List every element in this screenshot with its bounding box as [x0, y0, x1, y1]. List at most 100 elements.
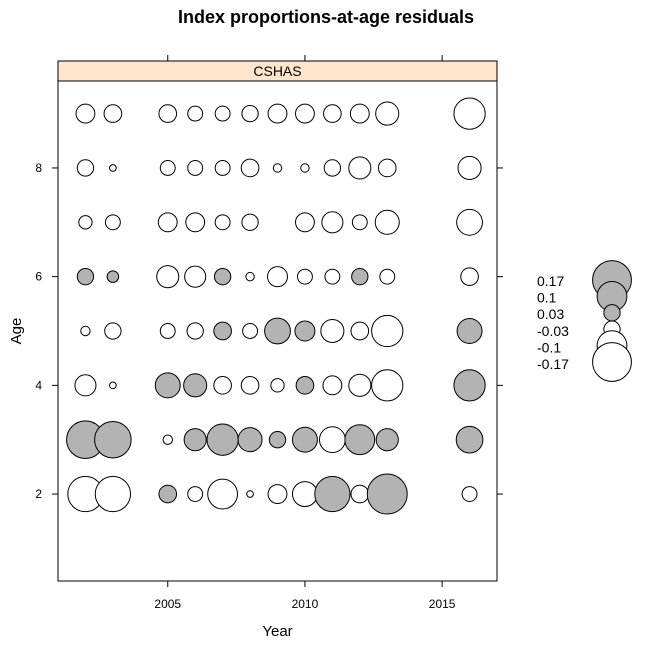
residual-bubble — [104, 322, 122, 340]
residual-bubble — [80, 325, 91, 337]
residual-bubble — [186, 322, 204, 340]
residual-bubble — [245, 271, 255, 282]
residual-bubble — [374, 209, 400, 235]
residual-bubble — [187, 160, 204, 176]
residual-bubble — [460, 267, 479, 286]
residual-bubble — [348, 156, 372, 180]
residual-bubble — [183, 373, 208, 398]
residual-bubble — [156, 265, 180, 289]
residual-bubble — [241, 213, 259, 231]
residual-bubble — [377, 158, 397, 178]
residual-bubble — [314, 475, 351, 513]
residual-bubble — [184, 265, 207, 288]
residual-bubble — [457, 155, 482, 181]
residual-bubble — [350, 321, 370, 341]
residual-bubble — [237, 427, 263, 453]
residual-bubble — [344, 424, 376, 456]
residual-bubble — [240, 376, 260, 395]
residual-bubble — [322, 375, 343, 396]
y-tick-label: 8 — [35, 161, 42, 175]
residual-bubble — [76, 159, 95, 177]
residual-bubble — [296, 268, 313, 285]
legend-bubble — [592, 342, 632, 382]
residual-bubble — [461, 486, 478, 502]
residual-bubble — [242, 323, 259, 339]
residual-bubble — [351, 214, 368, 231]
legend-label: -0.17 — [537, 356, 569, 372]
residual-bubble — [109, 164, 117, 172]
residual-bubble — [453, 97, 486, 130]
residual-bubble — [185, 212, 206, 233]
residual-bubble — [295, 103, 315, 124]
bubbles — [66, 97, 486, 515]
residual-bubble — [214, 214, 231, 231]
residual-bubble — [320, 318, 345, 344]
residual-bubble — [323, 104, 342, 123]
residual-bubble — [270, 378, 285, 393]
residual-bubble — [246, 490, 254, 498]
residual-bubble — [371, 314, 404, 348]
residual-bubble — [213, 321, 232, 341]
residual-bubble — [349, 103, 370, 124]
residual-bubble — [348, 373, 372, 397]
residual-bubble — [94, 420, 132, 459]
x-tick-label: 2005 — [154, 597, 181, 611]
residual-bubble — [375, 428, 399, 452]
residual-bubble — [318, 426, 346, 454]
legend-bubble — [603, 304, 621, 322]
residual-bubble — [264, 317, 291, 345]
legend: 0.170.10.03-0.03-0.1-0.17 — [537, 260, 632, 382]
residual-bubble — [267, 266, 288, 288]
residual-bubble — [159, 160, 176, 176]
residual-bubble — [350, 484, 370, 504]
residual-bubble — [214, 160, 231, 176]
residual-bubble — [295, 212, 315, 233]
plot-frame — [57, 80, 498, 582]
chart-title: Index proportions-at-age residuals — [178, 7, 474, 27]
x-axis-title: Year — [262, 623, 292, 640]
axes: 2005 2010 2015 2 4 6 8 — [35, 55, 503, 611]
residual-bubble — [456, 318, 483, 344]
residual-bubble — [241, 104, 259, 123]
residual-bubble — [158, 484, 178, 504]
x-tick-label: 2015 — [429, 597, 456, 611]
residual-bubble — [75, 103, 96, 124]
residual-bubble — [268, 431, 287, 449]
residual-bubble — [162, 434, 173, 445]
residual-bubble — [103, 104, 123, 123]
residual-bubble — [106, 270, 120, 283]
residual-bubble — [351, 267, 369, 286]
residual-bubble — [295, 376, 315, 395]
residual-bubble — [366, 473, 408, 515]
y-tick-label: 6 — [35, 270, 42, 284]
residual-bubble — [267, 103, 288, 124]
residual-bubble — [159, 323, 176, 339]
residual-bubble — [187, 105, 204, 122]
residual-bubble — [213, 267, 232, 286]
residual-bubble — [371, 369, 404, 402]
residual-bubble — [74, 374, 97, 397]
residual-bubble — [214, 105, 231, 122]
legend-label: -0.03 — [537, 323, 569, 339]
residual-bubble — [324, 268, 341, 285]
y-tick-label: 2 — [35, 487, 42, 501]
residual-bubble — [240, 158, 260, 178]
residual-bubble — [291, 426, 318, 453]
residual-bubble — [455, 425, 484, 454]
y-axis-title: Age — [8, 318, 25, 345]
x-tick-label: 2010 — [292, 597, 319, 611]
residual-bubble — [206, 423, 239, 456]
residual-bubble — [154, 372, 181, 399]
residual-bubble — [109, 381, 117, 390]
legend-label: 0.03 — [537, 306, 564, 322]
y-tick-label: 4 — [35, 378, 42, 392]
residual-bubble — [375, 101, 400, 126]
residual-bubble — [157, 212, 178, 233]
residual-bubble — [183, 428, 207, 452]
residual-bubble — [323, 159, 342, 177]
residual-bubble — [379, 268, 396, 285]
panel-strip-label: CSHAS — [253, 63, 301, 79]
residual-bubble — [78, 215, 93, 230]
residual-bubble — [291, 481, 318, 508]
